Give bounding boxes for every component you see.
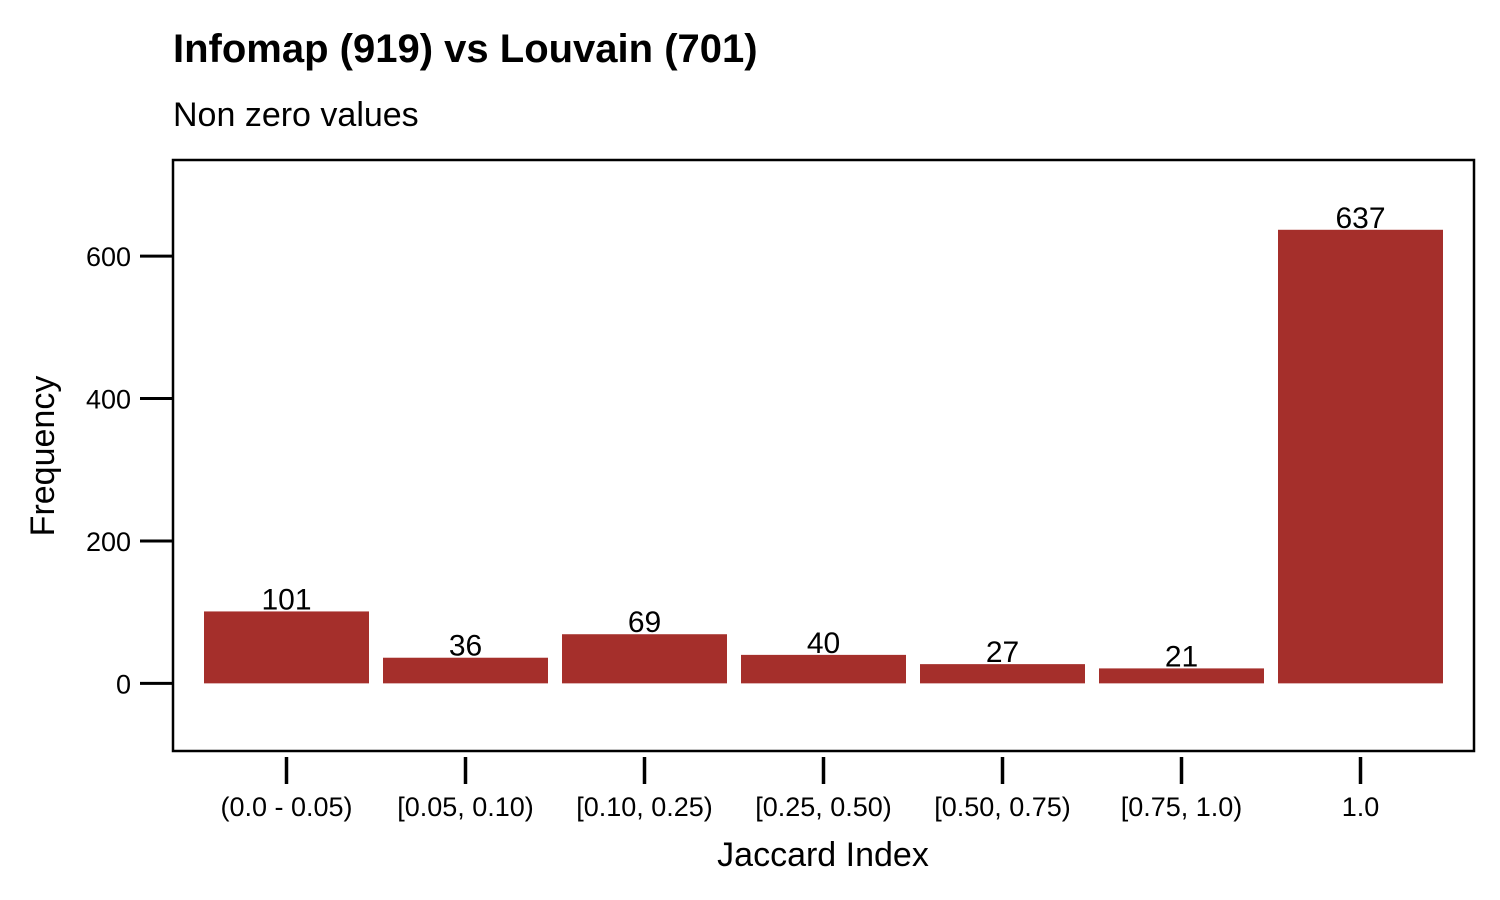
data-label-1: 101 — [261, 583, 311, 616]
data-labels: 101 36 69 40 27 21 637 — [261, 202, 1385, 674]
bar-5 — [920, 664, 1085, 684]
y-tick-label-600: 600 — [86, 242, 131, 272]
x-tick-label-5: [0.50, 0.75) — [934, 792, 1071, 822]
x-tick-label-1: (0.0 - 0.05) — [220, 792, 352, 822]
x-axis: (0.0 - 0.05) [0.05, 0.10) [0.10, 0.25) [0.2… — [220, 757, 1379, 822]
bars — [204, 229, 1443, 684]
data-label-5: 27 — [986, 636, 1019, 669]
y-tick-label-0: 0 — [116, 669, 131, 699]
bar-2 — [383, 657, 548, 684]
y-axis: 0 200 400 600 — [86, 242, 173, 699]
bar-6 — [1099, 668, 1264, 684]
chart-title: Infomap (919) vs Louvain (701) — [173, 27, 758, 71]
x-tick-label-7: 1.0 — [1342, 792, 1380, 822]
data-label-3: 69 — [628, 606, 661, 639]
data-label-7: 637 — [1335, 202, 1385, 235]
plot-frame — [171, 158, 1476, 753]
x-tick-label-2: [0.05, 0.10) — [397, 792, 534, 822]
data-label-2: 36 — [449, 630, 482, 663]
y-tick-label-200: 200 — [86, 527, 131, 557]
data-label-4: 40 — [807, 627, 840, 660]
data-label-6: 21 — [1165, 640, 1198, 673]
x-tick-label-4: [0.25, 0.50) — [755, 792, 892, 822]
bar-4 — [741, 654, 906, 684]
x-tick-label-6: [0.75, 1.0) — [1121, 792, 1243, 822]
bar-3 — [562, 634, 727, 684]
x-axis-title: Jaccard Index — [717, 836, 929, 874]
bar-1 — [204, 611, 369, 684]
y-tick-label-400: 400 — [86, 385, 131, 415]
y-axis-title: Frequency — [24, 376, 62, 537]
bar-7 — [1278, 229, 1443, 684]
x-tick-label-3: [0.10, 0.25) — [576, 792, 713, 822]
chart-subtitle: Non zero values — [173, 96, 419, 134]
